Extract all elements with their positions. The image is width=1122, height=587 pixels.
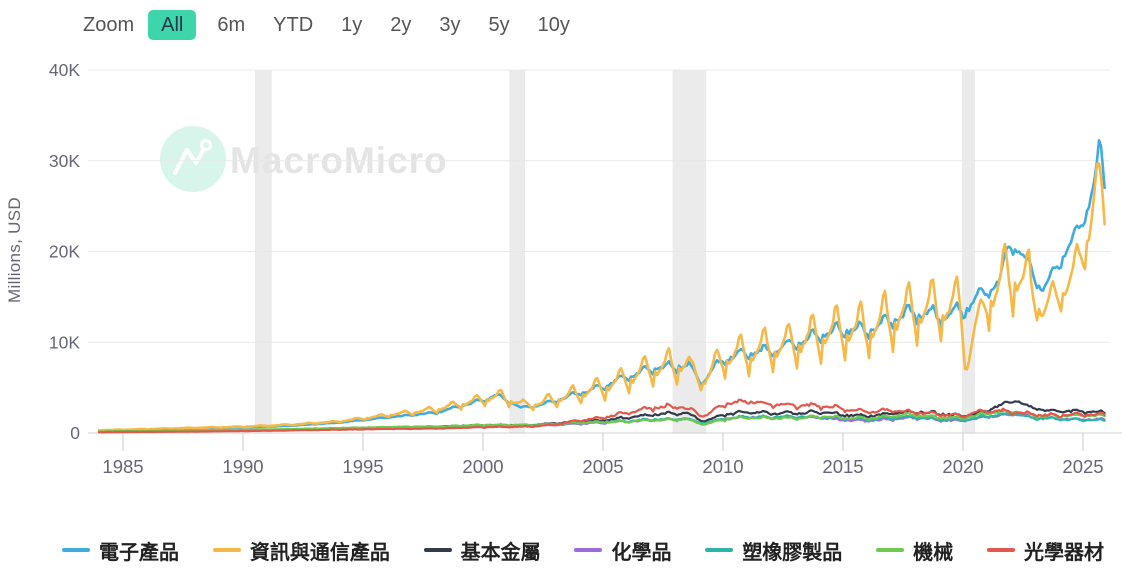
y-tick-label-30K: 30K [49, 151, 80, 171]
x-tick-label-2000: 2000 [462, 456, 503, 477]
range-button-6m[interactable]: 6m [210, 10, 252, 40]
legend-label-optical-instruments: 光學器材 [1023, 541, 1104, 564]
legend-item-machinery[interactable]: 機械 [876, 536, 953, 565]
legend-swatch-plastics-rubber [705, 548, 734, 552]
legend-label-ict-products: 資訊與通信產品 [249, 541, 390, 564]
legend-item-chemicals[interactable]: 化學品 [574, 536, 671, 565]
legend-swatch-machinery [876, 548, 905, 552]
x-tick-label-1985: 1985 [102, 456, 143, 477]
range-button-2y[interactable]: 2y [383, 10, 418, 40]
x-tick-label-2010: 2010 [702, 456, 743, 477]
x-tick-label-2015: 2015 [822, 456, 863, 477]
series-line-optical-instruments [97, 398, 1106, 434]
range-button-3y[interactable]: 3y [432, 10, 467, 40]
series-line-machinery [97, 409, 1106, 433]
watermark-logo-dot [200, 139, 212, 151]
legend-item-plastics-rubber[interactable]: 塑橡膠製品 [705, 536, 842, 565]
legend-swatch-base-metals [423, 548, 452, 552]
legend-item-electronics[interactable]: 電子產品 [62, 536, 179, 565]
y-tick-label-20K: 20K [49, 242, 80, 262]
chart-legend: 電子產品 資訊與通信產品 基本金屬 化學品 塑橡膠製品 機械 光學器材 [0, 527, 1122, 573]
y-tick-label-40K: 40K [49, 60, 80, 80]
legend-swatch-chemicals [574, 548, 603, 552]
legend-label-chemicals: 化學品 [611, 541, 672, 564]
x-tick-label-1990: 1990 [222, 456, 263, 477]
legend-label-electronics: 電子產品 [99, 541, 179, 564]
series-line-ict-products [97, 162, 1106, 432]
x-tick-label-1995: 1995 [342, 456, 383, 477]
zoom-toolbar: Zoom All 6m YTD 1y 2y 3y 5y 10y [83, 6, 577, 44]
range-button-1y[interactable]: 1y [334, 10, 369, 40]
legend-item-optical-instruments[interactable]: 光學器材 [986, 536, 1104, 565]
y-tick-label-0: 0 [70, 423, 80, 443]
x-tick-label-2025: 2025 [1062, 456, 1103, 477]
range-button-all[interactable]: All [148, 10, 197, 40]
legend-item-ict-products[interactable]: 資訊與通信產品 [212, 536, 390, 565]
range-button-ytd[interactable]: YTD [266, 10, 320, 40]
y-tick-label-10K: 10K [49, 332, 80, 352]
legend-swatch-electronics [62, 548, 90, 552]
watermark-logo-icon [173, 145, 207, 175]
range-button-10y[interactable]: 10y [531, 10, 577, 40]
range-button-5y[interactable]: 5y [482, 10, 517, 40]
legend-label-machinery: 機械 [913, 541, 954, 564]
legend-swatch-ict-products [212, 548, 241, 552]
legend-label-base-metals: 基本金屬 [460, 541, 541, 564]
legend-item-base-metals[interactable]: 基本金屬 [423, 536, 541, 565]
legend-swatch-optical-instruments [986, 548, 1015, 552]
x-tick-label-2005: 2005 [582, 456, 623, 477]
zoom-label: Zoom [83, 13, 135, 36]
x-tick-label-2020: 2020 [942, 456, 983, 477]
legend-label-plastics-rubber: 塑橡膠製品 [742, 541, 843, 564]
